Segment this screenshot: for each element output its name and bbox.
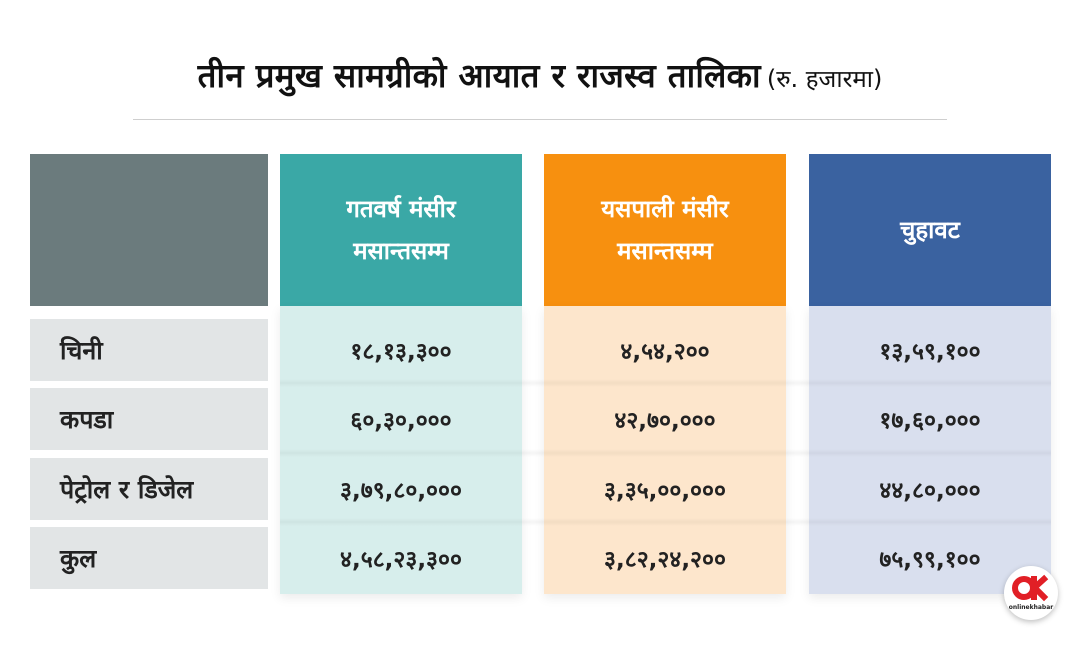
cell-total-current: ३,८२,२४,२०० xyxy=(604,547,726,573)
cell-cloth-previous: ६०,३०,००० xyxy=(350,408,452,434)
column-previous-bg xyxy=(280,306,522,594)
row-label-cloth: कपडा xyxy=(30,388,268,450)
cell-fuel-current: ३,३५,००,००० xyxy=(604,478,726,504)
header-leakage: चुहावट xyxy=(809,154,1051,306)
cell-fuel-previous: ३,७९,८०,००० xyxy=(340,478,462,504)
header-prev-line1: गतवर्ष मंसीर xyxy=(346,195,456,223)
logo-mark: onlinekhabar xyxy=(1009,574,1054,611)
logo-text: onlinekhabar xyxy=(1009,604,1054,611)
row-separator xyxy=(280,449,1051,457)
header-previous-year: गतवर्ष मंसीर मसान्तसम्म xyxy=(280,154,522,306)
header-curr-line2: मसान्तसम्म xyxy=(617,237,713,265)
row-label-total: कुल xyxy=(30,527,268,589)
column-current-bg xyxy=(544,306,786,594)
title-divider xyxy=(133,119,947,120)
column-leakage-bg xyxy=(809,306,1051,594)
cell-total-previous: ४,५८,२३,३०० xyxy=(340,547,462,573)
row-separator xyxy=(280,518,1051,526)
header-diff-label: चुहावट xyxy=(900,216,960,244)
header-current-year: यसपाली मंसीर मसान्तसम्म xyxy=(544,154,786,306)
cell-fuel-leakage: ४४,८०,००० xyxy=(879,478,981,504)
header-prev-line2: मसान्तसम्म xyxy=(353,237,449,265)
row-separator xyxy=(280,379,1051,387)
cell-sugar-leakage: १३,५९,१०० xyxy=(879,339,981,365)
title-main: तीन प्रमुख सामग्रीको आयात र राजस्व तालिक… xyxy=(197,56,761,95)
cell-total-leakage: ७५,९९,१०० xyxy=(879,547,981,573)
page-title: तीन प्रमुख सामग्रीको आयात र राजस्व तालिक… xyxy=(0,52,1080,97)
cell-sugar-current: ४,५४,२०० xyxy=(620,339,710,365)
onlinekhabar-logo-icon: onlinekhabar xyxy=(1004,566,1058,620)
cell-sugar-previous: १८,१३,३०० xyxy=(350,339,452,365)
row-label-sugar: चिनी xyxy=(30,319,268,381)
row-label-fuel: पेट्रोल र डिजेल xyxy=(30,458,268,520)
header-curr-line1: यसपाली मंसीर xyxy=(601,195,729,223)
title-unit: (रु. हजारमा) xyxy=(766,65,883,93)
cell-cloth-leakage: १७,६०,००० xyxy=(879,408,981,434)
header-blank xyxy=(30,154,268,306)
cell-cloth-current: ४२,७०,००० xyxy=(614,408,716,434)
